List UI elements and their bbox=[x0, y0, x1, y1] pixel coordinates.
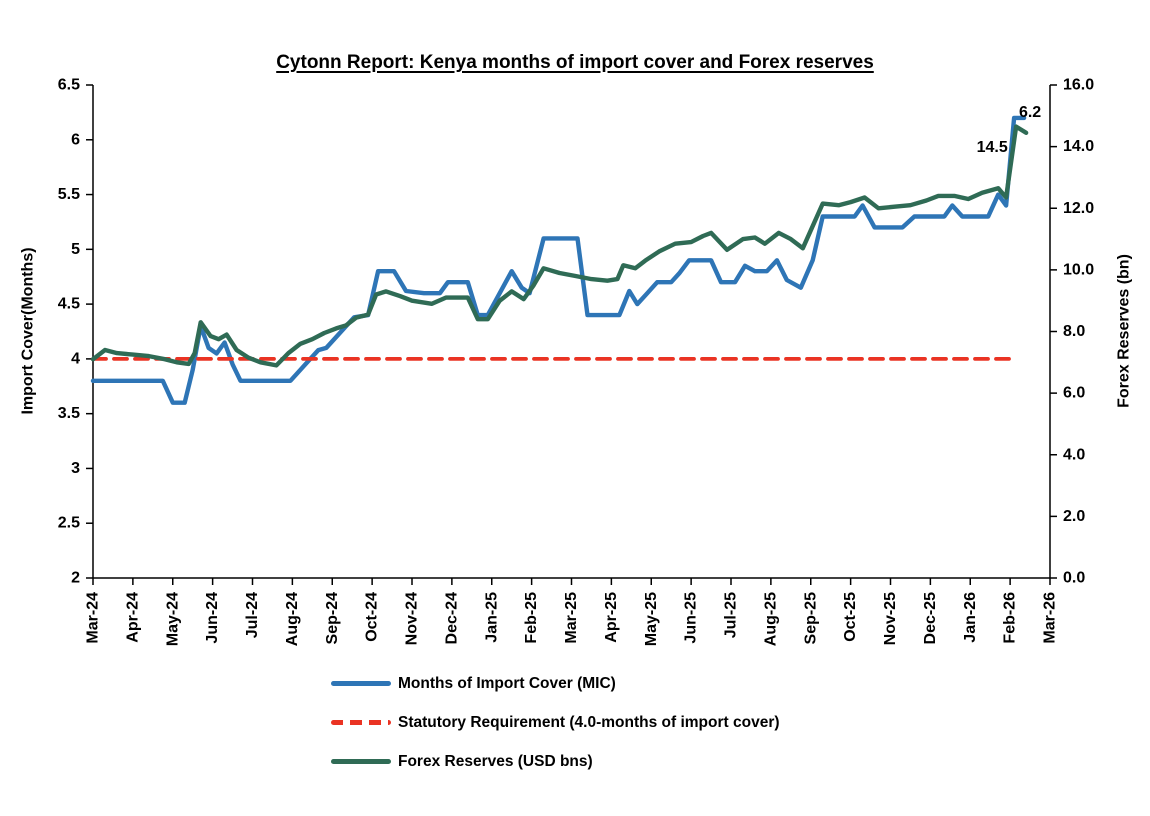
x-tick-label: Sep-25 bbox=[802, 592, 819, 645]
x-tick-label: Aug-24 bbox=[284, 592, 301, 646]
right-tick-label: 8.0 bbox=[1063, 323, 1085, 340]
forex-line bbox=[90, 124, 1029, 368]
right-tick-label: 16.0 bbox=[1063, 77, 1094, 94]
legend-item-mic: Months of Import Cover (MIC) bbox=[331, 664, 780, 703]
x-tick-label: Mar-24 bbox=[85, 592, 102, 644]
left-axis-title: Import Cover(Months) bbox=[20, 247, 37, 414]
left-tick-label: 2 bbox=[71, 570, 80, 587]
legend-label-statutory: Statutory Requirement (4.0-months of imp… bbox=[398, 713, 780, 731]
x-tick-label: Mar-25 bbox=[563, 592, 580, 644]
x-tick-label: Apr-25 bbox=[603, 592, 620, 643]
left-tick-label: 2.5 bbox=[58, 515, 80, 532]
chart-title-text: Cytonn Report: Kenya months of import co… bbox=[276, 52, 874, 73]
x-tick-label: Jun-24 bbox=[204, 592, 221, 644]
right-tick-label: 2.0 bbox=[1063, 508, 1085, 525]
statutory-line-sample-icon bbox=[331, 720, 391, 725]
left-tick-label: 4.5 bbox=[58, 296, 80, 313]
mic-line bbox=[90, 115, 1027, 405]
right-axis-title: Forex Reserves (bn) bbox=[1116, 254, 1133, 408]
x-tick-label: Dec-25 bbox=[922, 592, 939, 645]
x-tick-label: May-25 bbox=[643, 592, 660, 646]
forex-line-sample-icon bbox=[331, 759, 391, 764]
data-label-14.5: 14.5 bbox=[977, 139, 1008, 156]
right-tick-label: 12.0 bbox=[1063, 200, 1094, 217]
x-tick-label: Jul-24 bbox=[244, 592, 261, 638]
x-tick-label: Sep-24 bbox=[324, 592, 341, 645]
legend-label-mic: Months of Import Cover (MIC) bbox=[398, 674, 616, 692]
x-tick-label: Nov-25 bbox=[882, 592, 899, 645]
left-tick-label: 4 bbox=[71, 350, 80, 367]
x-tick-label: Mar-26 bbox=[1042, 592, 1059, 644]
x-tick-label: Dec-24 bbox=[443, 592, 460, 645]
left-tick-label: 5 bbox=[71, 241, 80, 258]
right-tick-label: 6.0 bbox=[1063, 385, 1085, 402]
right-tick-label: 4.0 bbox=[1063, 446, 1085, 463]
right-tick-label: 0.0 bbox=[1063, 570, 1085, 587]
x-tick-label: Apr-24 bbox=[124, 592, 141, 643]
legend-item-statutory: Statutory Requirement (4.0-months of imp… bbox=[331, 703, 780, 742]
right-tick-label: 14.0 bbox=[1063, 138, 1094, 155]
legend-item-forex: Forex Reserves (USD bns) bbox=[331, 742, 780, 781]
x-tick-label: Jan-25 bbox=[483, 592, 500, 643]
chart-plot-area: 2 2.5 3 3.5 4 4.5 5 5.5 6 6.5 0.0 2.0 4.0 6.0 8.0 10.0 1… bbox=[20, 77, 1133, 647]
chart-title: Cytonn Report: Kenya months of import co… bbox=[0, 52, 1150, 74]
x-tick-label: Feb-25 bbox=[523, 592, 540, 644]
x-tick-label: Jan-26 bbox=[962, 592, 979, 643]
x-tick-label: Jun-25 bbox=[683, 592, 700, 644]
legend-label-forex: Forex Reserves (USD bns) bbox=[398, 752, 593, 770]
left-tick-label: 6.5 bbox=[58, 77, 80, 94]
x-tick-label: Oct-25 bbox=[842, 592, 859, 642]
left-tick-label: 6 bbox=[71, 131, 80, 148]
right-tick-label: 10.0 bbox=[1063, 261, 1094, 278]
x-tick-label: Nov-24 bbox=[404, 592, 421, 645]
left-tick-label: 5.5 bbox=[58, 186, 80, 203]
x-tick-label: Aug-25 bbox=[762, 592, 779, 646]
chart-legend: Months of Import Cover (MIC) Statutory R… bbox=[331, 664, 780, 781]
data-label-6.2: 6.2 bbox=[1019, 104, 1041, 121]
x-tick-label: Feb-26 bbox=[1002, 592, 1019, 644]
x-tick-label: Oct-24 bbox=[364, 592, 381, 642]
left-tick-label: 3.5 bbox=[58, 405, 80, 422]
x-tick-label: Jul-25 bbox=[723, 592, 740, 638]
mic-line-sample-icon bbox=[331, 681, 391, 686]
left-tick-label: 3 bbox=[71, 460, 80, 477]
x-tick-label: May-24 bbox=[164, 592, 181, 646]
